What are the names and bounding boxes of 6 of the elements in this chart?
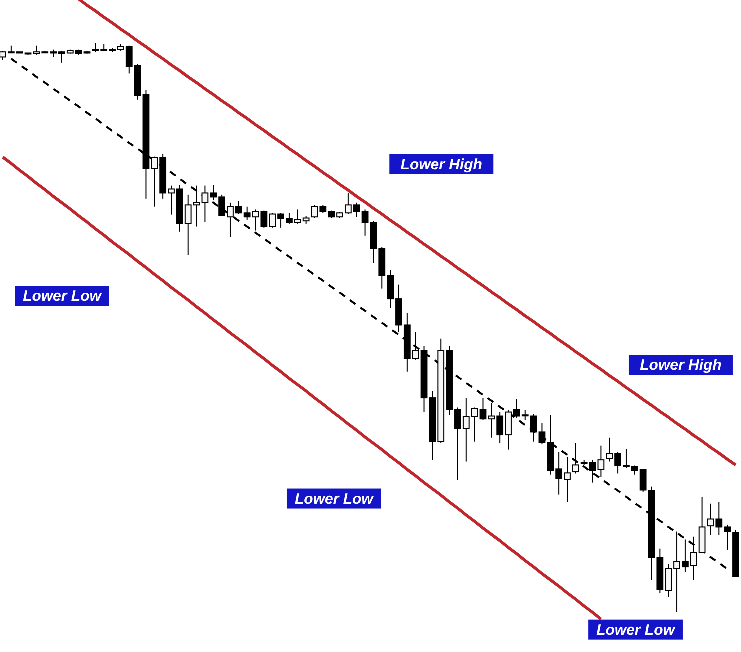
annotation: Lower High (640, 357, 722, 374)
annotation: Lower Low (23, 288, 103, 306)
annotation: Lower High (400, 156, 482, 174)
annotation: Lower Low (295, 490, 375, 508)
text: Lower Low (596, 622, 676, 639)
candlestick (572, 442, 580, 474)
